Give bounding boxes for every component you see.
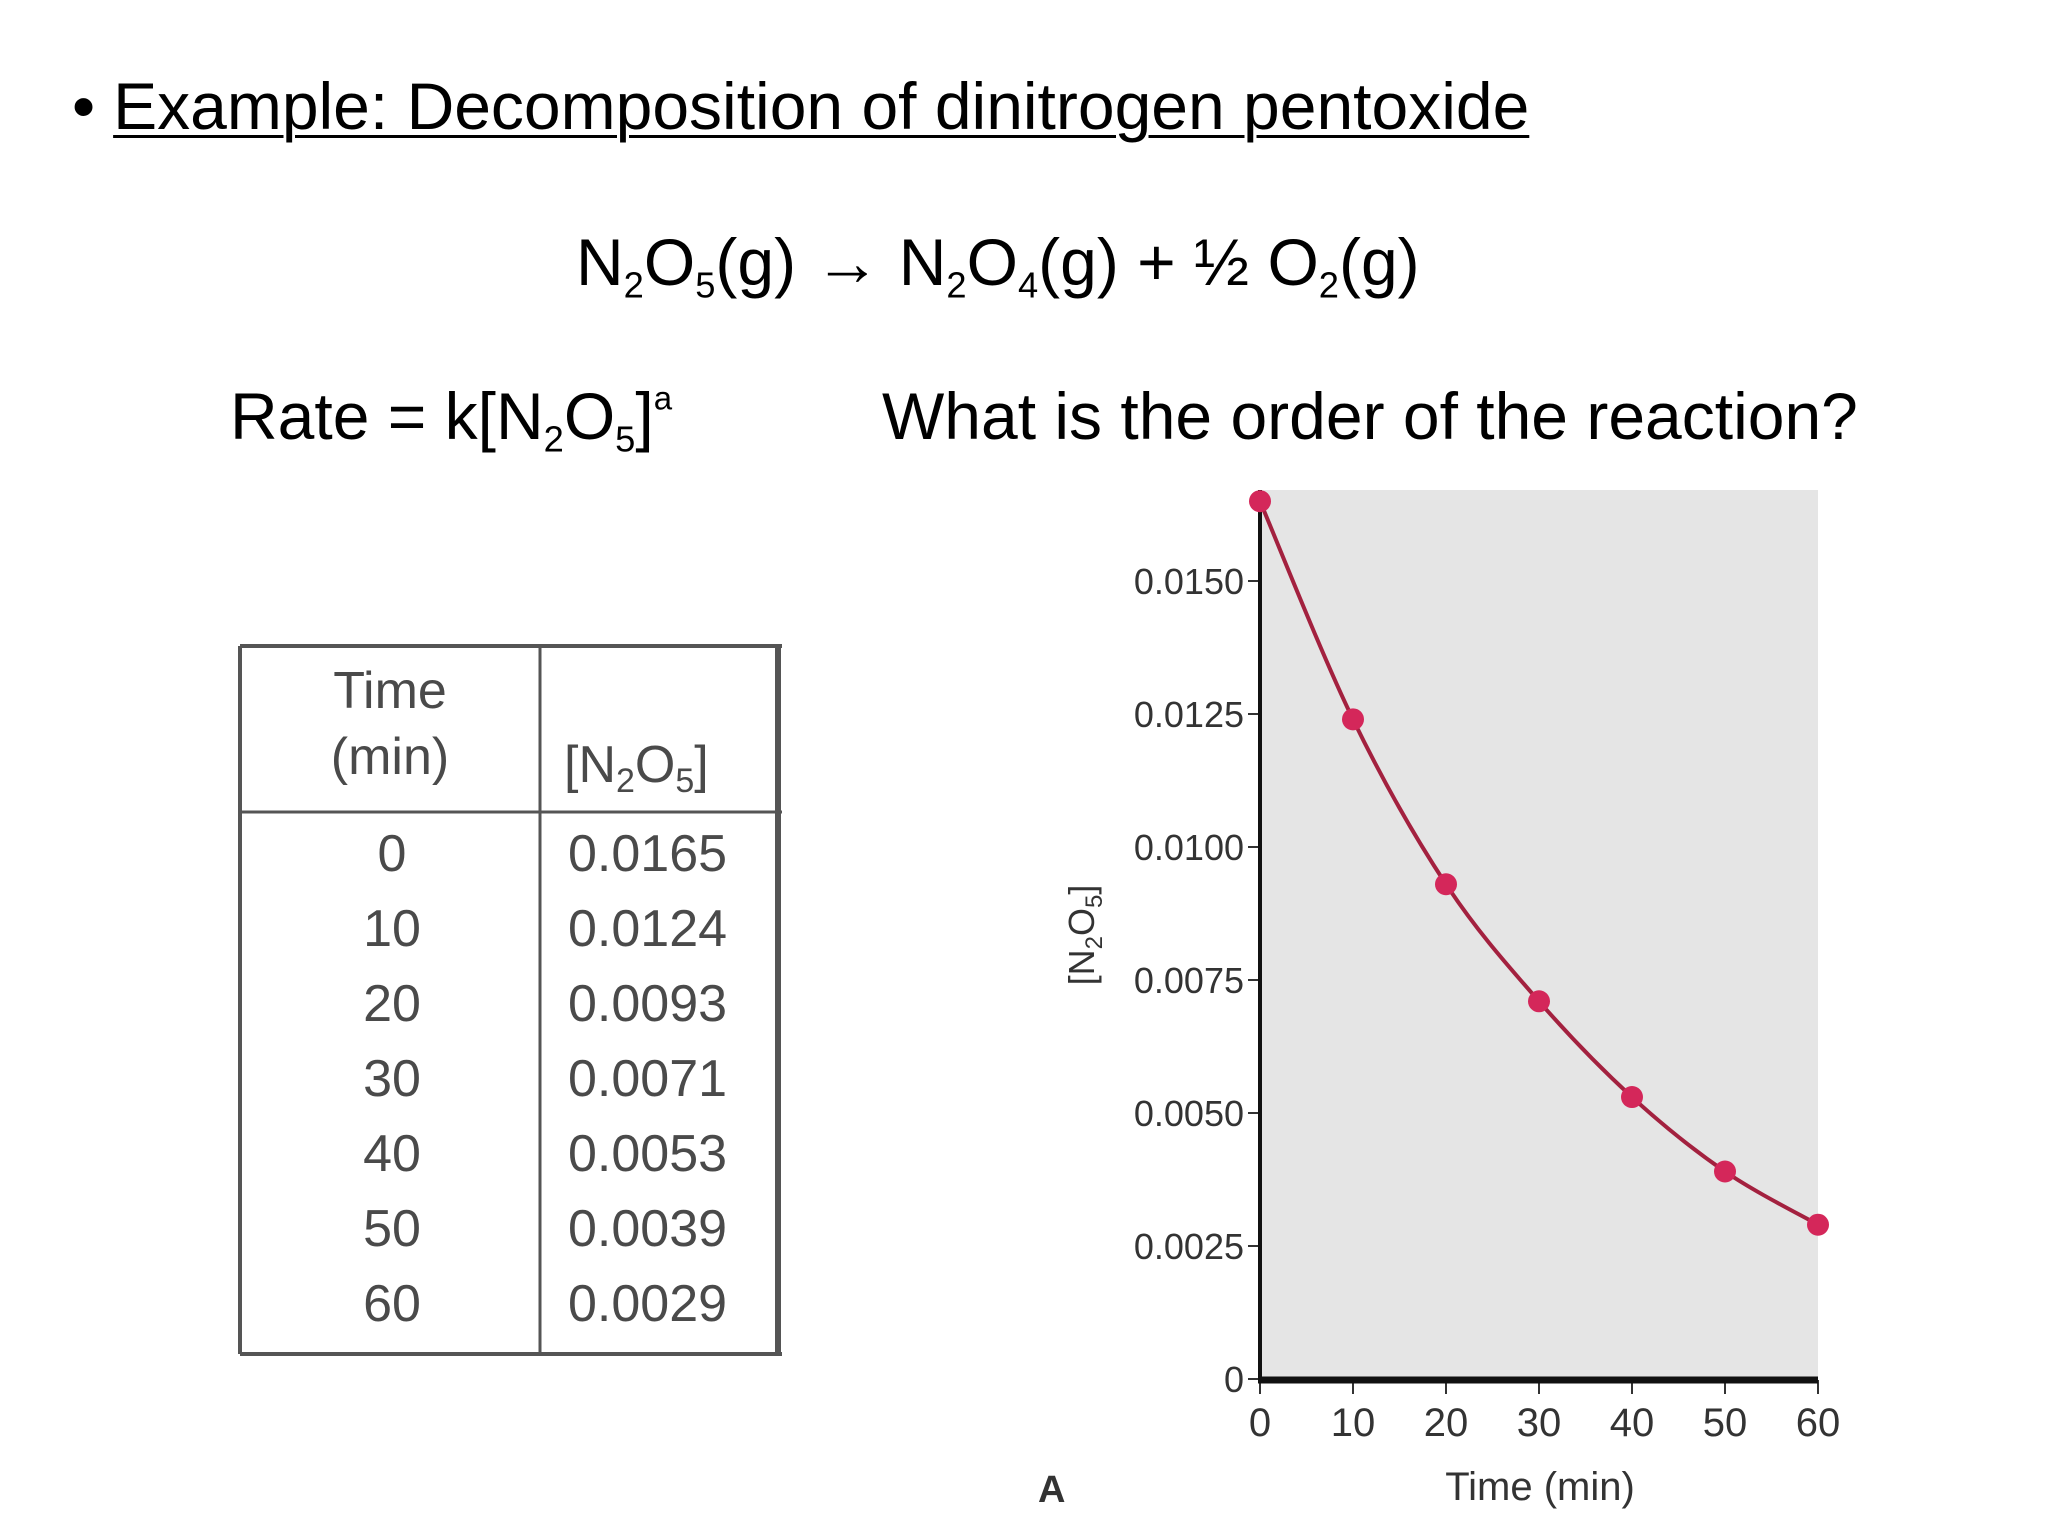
table-conc-cell: 0.0165 <box>568 825 727 883</box>
y-axis-label: [N2O5] <box>1061 885 1108 986</box>
slide-heading-line: • Example: Decomposition of dinitrogen pe… <box>72 66 1529 146</box>
x-tick-label: 0 <box>1249 1401 1271 1445</box>
reactant-n: N <box>576 225 624 299</box>
y-label-open: [N <box>1061 949 1102 985</box>
product1-o: O <box>966 225 1018 299</box>
table-header-time-line1: Time <box>333 662 447 720</box>
y-label-o: O <box>1061 908 1102 936</box>
table-header-n-subscript: 2 <box>616 762 635 800</box>
x-tick-label: 50 <box>1703 1401 1748 1445</box>
data-point <box>1621 1086 1643 1109</box>
product2-coefficient: ½ <box>1194 225 1250 299</box>
table-conc-cell: 0.0029 <box>568 1275 727 1333</box>
order-question: What is the order of the reaction? <box>882 379 1858 453</box>
x-tick-label: 20 <box>1424 1401 1469 1445</box>
x-axis-label: Time (min) <box>1445 1465 1635 1509</box>
y-label-n-subscript: 2 <box>1081 936 1108 949</box>
slide-heading: Example: Decomposition of dinitrogen pen… <box>113 69 1530 143</box>
x-tick-label: 40 <box>1610 1401 1655 1445</box>
concentration-chart: 0 0.0025 0.0050 0.0075 0.0100 0.0125 0.0150 0 1… <box>1038 490 1840 1511</box>
concentration-table: Time (min) [N2O5] 0 0.0165 10 0.0124 20 … <box>238 644 782 1356</box>
rate-law-o: O <box>563 379 616 453</box>
table-header-o: O <box>635 736 675 794</box>
panel-label: A <box>1038 1469 1065 1511</box>
x-axis-ticks: 0 10 20 30 40 50 60 <box>1249 1380 1840 1445</box>
table-conc-cell: 0.0071 <box>568 1050 727 1108</box>
reaction-equation: N2O5(g) → N2O4(g) + ½ O2(g) <box>576 222 1420 303</box>
plus-sign: + <box>1137 225 1176 299</box>
table-header-close: ] <box>694 736 708 794</box>
table-header-open: [N <box>564 736 616 794</box>
data-point <box>1435 873 1457 896</box>
data-point <box>1714 1160 1736 1183</box>
table-time-cell: 20 <box>363 975 421 1033</box>
table-conc-cell: 0.0124 <box>568 900 727 958</box>
reactant-state: (g) <box>715 225 797 299</box>
x-tick-label: 30 <box>1517 1401 1562 1445</box>
y-tick-label: 0.0125 <box>1134 694 1244 735</box>
product1-n-subscript: 2 <box>946 264 967 306</box>
table-time-cell: 40 <box>363 1125 421 1183</box>
reaction-arrow: → <box>814 225 881 299</box>
reactant-o: O <box>643 225 696 299</box>
data-point <box>1528 990 1550 1013</box>
product2-state: (g) <box>1338 225 1420 299</box>
y-tick-label: 0.0025 <box>1134 1226 1244 1267</box>
table-body: 0 0.0165 10 0.0124 20 0.0093 30 0.0071 4… <box>363 825 727 1333</box>
table-header-concentration: [N2O5] <box>564 736 709 800</box>
table-time-cell: 60 <box>363 1275 421 1333</box>
table-conc-cell: 0.0053 <box>568 1125 727 1183</box>
y-label-close: ] <box>1061 885 1102 895</box>
rate-law-n-subscript: 2 <box>543 418 564 460</box>
rate-law-close: ] <box>635 379 654 453</box>
y-tick-label: 0.0075 <box>1134 960 1244 1001</box>
rate-law-exponent: a <box>653 379 673 417</box>
data-points <box>1249 490 1829 1236</box>
data-point <box>1807 1213 1829 1236</box>
plot-background <box>1260 490 1818 1380</box>
y-tick-label: 0.0150 <box>1134 561 1244 602</box>
rate-law: Rate = k[N2O5]a <box>230 376 673 457</box>
rate-law-prefix: Rate = k[N <box>230 379 544 453</box>
y-tick-label: 0 <box>1224 1359 1244 1400</box>
product2-o-subscript: 2 <box>1318 264 1339 306</box>
y-tick-label: 0.0050 <box>1134 1093 1244 1134</box>
product1-n: N <box>898 225 947 299</box>
table-time-cell: 0 <box>378 825 407 883</box>
table-header-o-subscript: 5 <box>675 762 694 800</box>
rate-law-o-subscript: 5 <box>615 418 636 460</box>
product2-o: O <box>1267 225 1319 299</box>
product1-state: (g) <box>1038 225 1119 299</box>
data-point <box>1342 708 1364 731</box>
table-conc-cell: 0.0039 <box>568 1200 727 1258</box>
product1-o-subscript: 4 <box>1017 264 1039 306</box>
table-time-cell: 50 <box>363 1200 421 1258</box>
y-label-o-subscript: 5 <box>1081 895 1108 908</box>
x-tick-label: 60 <box>1796 1401 1841 1445</box>
table-time-cell: 30 <box>363 1050 421 1108</box>
table-header-time-line2: (min) <box>331 728 449 786</box>
data-point <box>1249 490 1271 513</box>
table-conc-cell: 0.0093 <box>568 975 727 1033</box>
table-time-cell: 10 <box>363 900 421 958</box>
reactant-o-subscript: 5 <box>695 264 716 306</box>
y-tick-label: 0.0100 <box>1134 827 1244 868</box>
y-axis-ticks: 0 0.0025 0.0050 0.0075 0.0100 0.0125 0.0150 <box>1134 561 1260 1400</box>
reactant-n-subscript: 2 <box>623 264 644 306</box>
bullet-point: • <box>72 69 96 143</box>
x-tick-label: 10 <box>1331 1401 1376 1445</box>
